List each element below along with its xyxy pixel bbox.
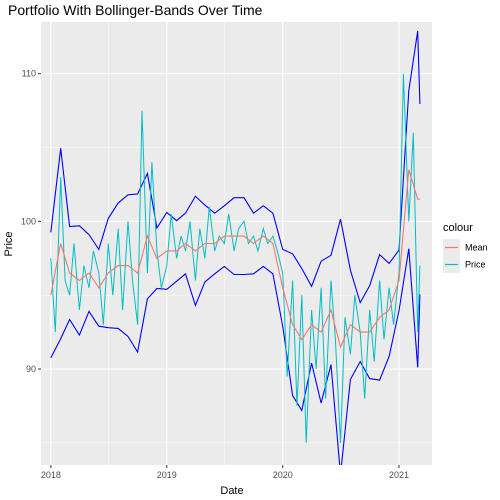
y-tick-label: 100 bbox=[21, 216, 36, 226]
mean-line bbox=[50, 169, 420, 349]
legend-title: colour bbox=[443, 222, 473, 234]
upper-band-line bbox=[50, 30, 421, 305]
x-axis-title: Date bbox=[220, 485, 243, 497]
lower-band-line bbox=[50, 248, 421, 465]
plot-panel bbox=[41, 22, 432, 465]
axes: 2018 2019 2020 2021 90 100 110 bbox=[21, 69, 409, 480]
chart-title: Portfolio With Bollinger-Bands Over Time bbox=[8, 2, 263, 18]
legend-label: Price bbox=[465, 260, 486, 270]
price-line bbox=[50, 73, 421, 443]
y-axis-title: Price bbox=[3, 231, 15, 256]
x-tick-label: 2020 bbox=[273, 470, 293, 480]
x-tick-label: 2021 bbox=[389, 470, 409, 480]
legend: colour Mean Price bbox=[443, 222, 488, 273]
plot-lines bbox=[50, 30, 421, 465]
x-tick-label: 2019 bbox=[157, 470, 177, 480]
y-tick-label: 110 bbox=[22, 69, 36, 79]
y-tick-label: 90 bbox=[26, 364, 36, 374]
x-tick-label: 2018 bbox=[41, 470, 61, 480]
grid bbox=[41, 22, 432, 465]
legend-label: Mean bbox=[465, 243, 488, 253]
